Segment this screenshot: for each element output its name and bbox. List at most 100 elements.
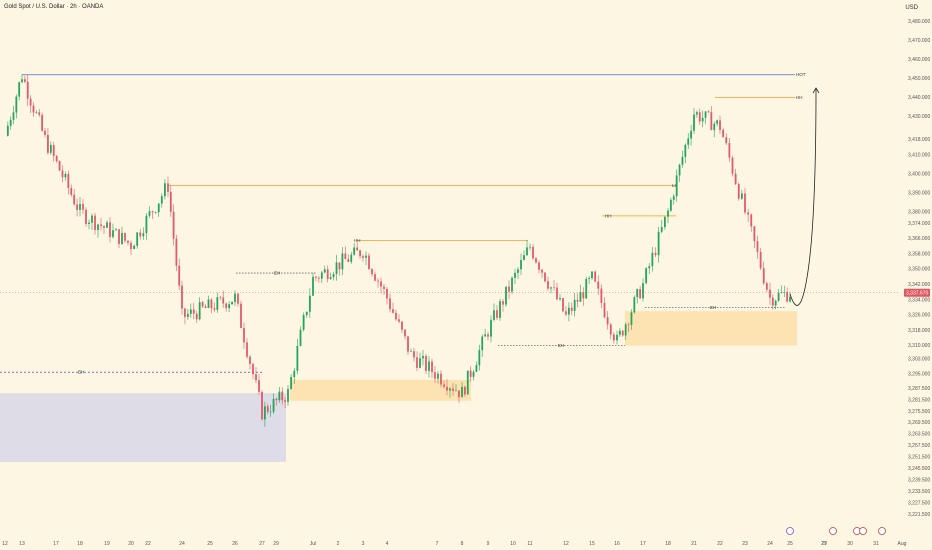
y-tick-label: 3,275.500 (908, 409, 930, 415)
event-marker-icon (829, 527, 837, 535)
y-tick-label: 3,310.000 (908, 343, 930, 349)
candle-body (148, 211, 151, 216)
candle-body (591, 271, 593, 279)
candle-body (374, 274, 376, 281)
candle-body (154, 212, 157, 213)
candle-body (780, 292, 783, 294)
candle-body (210, 299, 213, 309)
candle-body (204, 306, 207, 308)
candle-body (627, 324, 630, 325)
price-badge-label: 3,337.670 (906, 290, 928, 296)
x-tick-label: 3 (362, 541, 365, 547)
candle-body (231, 301, 233, 305)
candle-body (567, 307, 570, 315)
candle-body (312, 276, 314, 296)
candle-body (678, 164, 681, 176)
candle-body (82, 203, 84, 210)
candle-body (237, 293, 239, 304)
candle-body (178, 265, 181, 286)
candle-body (737, 184, 740, 199)
candle-body (769, 289, 771, 298)
candle-body (151, 211, 154, 213)
x-tick-label: 16 (614, 541, 620, 547)
candle-body (172, 211, 175, 239)
candle-body (750, 214, 753, 227)
candle-body (520, 260, 522, 270)
candle-body (496, 310, 498, 318)
candle-body (783, 292, 786, 293)
candle-body (296, 345, 299, 371)
candle-body (258, 380, 260, 392)
candle-body (440, 373, 442, 385)
candle-body (594, 271, 597, 282)
candle-body (463, 386, 466, 395)
candle-body (410, 351, 412, 352)
candle-body (716, 120, 719, 124)
candle-body (765, 283, 768, 290)
candle-body (499, 301, 501, 318)
candle-body (353, 247, 356, 255)
candle-body (693, 114, 695, 131)
candle-body (582, 292, 585, 299)
candle-body (413, 351, 415, 358)
candle-body (275, 398, 278, 401)
candle-body (350, 254, 353, 262)
candle-body (612, 334, 615, 341)
candle-body (728, 143, 731, 158)
zone-0 (0, 393, 286, 462)
candle-body (290, 376, 293, 390)
candle-body (329, 277, 332, 279)
candle-body (559, 298, 561, 300)
event-marker-icon (878, 527, 886, 535)
candle-body (690, 130, 693, 139)
candle-body (526, 247, 528, 256)
y-tick-label: 3,400.000 (908, 171, 930, 177)
zone-1 (290, 379, 471, 401)
candle-body (573, 299, 576, 311)
candle-body (704, 111, 707, 118)
candle-body (386, 288, 388, 299)
candle-body (740, 193, 743, 199)
candle-body (175, 238, 178, 266)
candle-body (15, 96, 18, 113)
candle-body (47, 134, 49, 153)
x-tick-label: 22 (145, 541, 151, 547)
candle-body (12, 112, 15, 120)
candle-body (553, 287, 555, 288)
x-tick-label: 27 (821, 541, 827, 547)
x-tick-label: 2 (337, 541, 340, 547)
y-tick-label: 3,257.500 (908, 443, 930, 449)
candle-body (425, 356, 427, 371)
candle-body (213, 308, 216, 310)
candle-body (570, 307, 573, 311)
candle-body (76, 204, 78, 210)
y-tick-label: 3,418.000 (908, 137, 930, 143)
candle-body (428, 361, 430, 371)
candle-body (517, 269, 519, 273)
candle-body (756, 241, 759, 252)
candle-body (657, 231, 660, 256)
y-tick-label: 3,295.000 (908, 372, 930, 378)
x-tick-label: 30 (847, 541, 853, 547)
candle-body (695, 112, 698, 115)
candle-body (26, 81, 29, 99)
chart-title: Gold Spot / U.S. Dollar · 2h · OANDA (4, 4, 104, 10)
candle-body (722, 129, 725, 138)
candle-body (550, 287, 552, 289)
candle-body (786, 292, 789, 302)
candle-body (725, 137, 728, 144)
candle-body (272, 398, 275, 412)
x-tick-label: 12 (563, 541, 569, 547)
price-badge (904, 288, 930, 297)
candle-body (49, 145, 52, 153)
candle-body (588, 278, 591, 279)
candle-body (469, 370, 472, 377)
candle-body (538, 262, 540, 270)
candle-body (487, 334, 489, 337)
candle-body (687, 138, 690, 145)
candle-body (672, 196, 675, 200)
candle-body (344, 253, 347, 260)
candle-body (734, 173, 737, 185)
candle-body (597, 281, 600, 289)
